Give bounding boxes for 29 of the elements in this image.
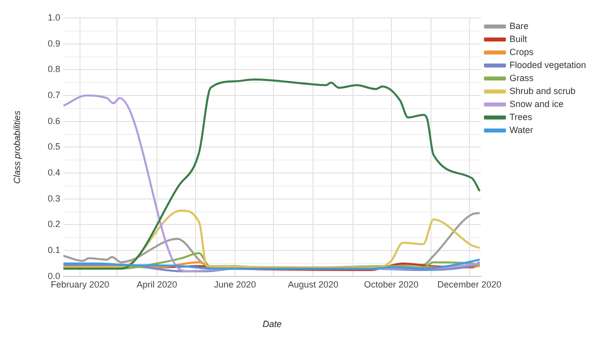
x-tick-label: August 2020 <box>288 279 338 290</box>
line-series <box>63 258 481 270</box>
y-tick-label: 0.9 <box>48 38 60 48</box>
legend-label: Snow and ice <box>509 98 564 109</box>
y-axis-title: Class probabilities <box>12 110 22 184</box>
y-tick-label: 0.4 <box>48 168 60 178</box>
y-tick-label: 1.0 <box>48 12 60 22</box>
y-tick-label: 0.8 <box>48 64 60 74</box>
legend-label: Shrub and scrub <box>509 86 576 96</box>
x-tick-label: February 2020 <box>50 279 110 290</box>
legend-label: Bare <box>509 20 528 31</box>
y-tick-label: 0.7 <box>48 90 60 100</box>
y-tick-label: 0.2 <box>48 219 60 230</box>
y-tick-label: 0.1 <box>48 245 60 256</box>
legend-label: Built <box>509 34 528 44</box>
x-tick-label: December 2020 <box>437 279 502 290</box>
legend-label: Crops <box>509 46 534 57</box>
y-tick-label: 0.5 <box>48 142 60 152</box>
y-tick-label: 0.3 <box>48 193 60 204</box>
legend-label: Flooded vegetation <box>509 60 586 70</box>
x-tick-label: October 2020 <box>364 279 419 290</box>
legend-label: Water <box>509 124 534 135</box>
legend-label: Grass <box>509 72 534 83</box>
y-tick-label: 0.6 <box>48 116 60 126</box>
x-axis-title: Date <box>262 319 282 330</box>
y-tick-label: 0.0 <box>48 270 60 281</box>
x-tick-label: April 2020 <box>136 279 178 290</box>
legend-label: Trees <box>509 112 533 122</box>
x-tick-label: June 2020 <box>214 279 256 290</box>
